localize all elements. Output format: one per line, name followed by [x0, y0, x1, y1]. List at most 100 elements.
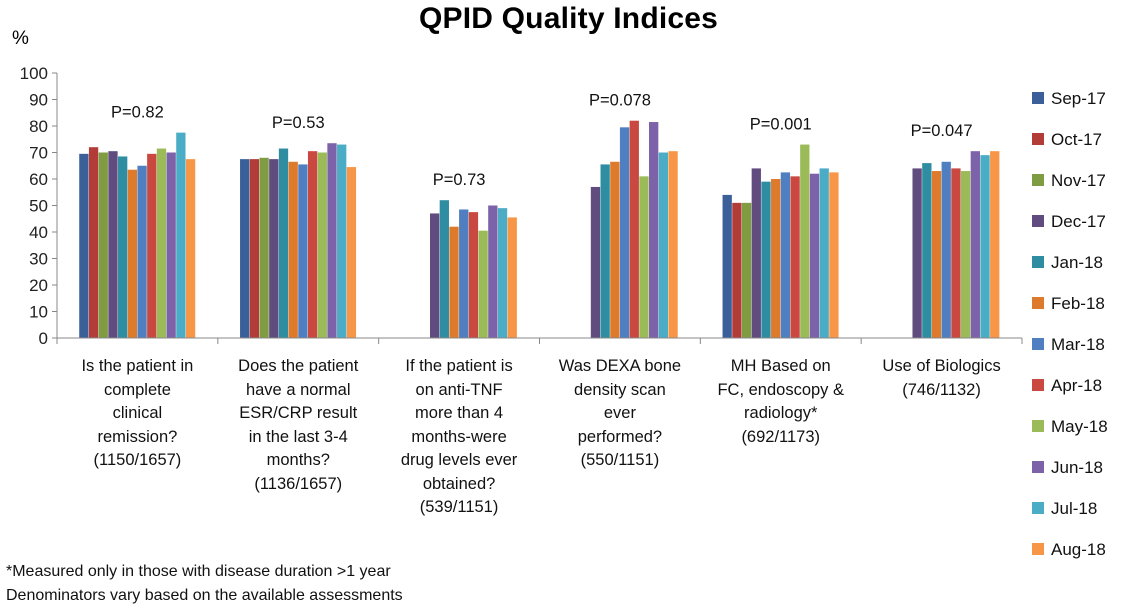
legend-label: Dec-17 — [1051, 212, 1106, 231]
bar — [156, 148, 167, 338]
bar — [829, 172, 839, 339]
bar — [507, 217, 517, 338]
bar — [118, 156, 128, 338]
y-tick-label: 70 — [29, 144, 48, 163]
x-category-label-line: radiology* — [744, 404, 818, 422]
legend-label: Oct-17 — [1051, 130, 1102, 149]
legend-swatch — [1032, 502, 1044, 514]
footnote-denominators: Denominators vary based on the available… — [6, 587, 403, 604]
bar — [249, 159, 260, 339]
bar — [741, 202, 752, 338]
y-axis-ticks: 0 10 20 30 40 50 60 70 80 90 100 — [20, 64, 57, 348]
bar — [980, 155, 990, 338]
x-category-label: Does the patient have a normal ESR/CRP res… — [214, 355, 383, 496]
axes — [56, 73, 1023, 344]
bars — [79, 120, 1000, 339]
legend-label: Jan-18 — [1051, 253, 1103, 272]
bar — [307, 151, 318, 338]
x-category-label-line: (1150/1657) — [93, 451, 182, 469]
p-values: P=0.82 P=0.53 P=0.73 P=0.078 P=0.001 P=0.047 — [111, 92, 973, 190]
legend-label: Nov-17 — [1051, 171, 1106, 190]
x-category-label-line: Use of Biologics — [882, 357, 1001, 375]
bar — [449, 226, 459, 338]
x-category-label-line: density scan — [574, 380, 666, 399]
legend: Sep-17 Oct-17 Nov-17 Dec-17 Jan-18 Feb-18 Mar-… — [1032, 89, 1108, 559]
bar — [649, 122, 659, 338]
x-category-label-line: in the last 3-4 — [248, 427, 348, 446]
bar — [429, 213, 440, 338]
bar — [912, 168, 922, 338]
bar — [790, 176, 800, 338]
bar — [629, 120, 639, 338]
bar — [478, 230, 488, 338]
bar — [761, 181, 771, 338]
bar — [780, 172, 791, 339]
y-tick-label: 30 — [29, 250, 48, 269]
bar — [79, 153, 89, 338]
x-category-label-line: FC, endoscopy & — [717, 380, 845, 399]
bar — [819, 168, 829, 338]
bar — [298, 164, 308, 338]
y-tick-label: 40 — [29, 223, 48, 242]
bar — [960, 171, 971, 338]
bar — [327, 143, 337, 338]
legend-swatch — [1032, 215, 1044, 227]
bar — [639, 176, 649, 338]
legend-swatch — [1032, 133, 1044, 145]
x-category-label: Is the patient in complete clinical remissi… — [53, 355, 222, 473]
legend-swatch — [1032, 420, 1044, 432]
bar — [259, 157, 269, 338]
bar — [137, 165, 147, 338]
x-category-label-line: drug levels ever — [400, 451, 518, 469]
x-category-label-line: Does the patient — [238, 357, 359, 375]
bar — [269, 159, 279, 339]
legend-label: Sep-17 — [1051, 89, 1106, 108]
x-category-label-line: months? — [266, 451, 330, 469]
bar — [240, 159, 250, 339]
y-tick-label: 10 — [29, 303, 48, 322]
bar — [668, 151, 678, 338]
bar — [970, 151, 980, 338]
legend-swatch — [1032, 379, 1044, 391]
p-value-label: P=0.82 — [111, 104, 164, 122]
bar — [722, 194, 732, 338]
legend-swatch — [1032, 543, 1044, 555]
x-category-label-line: remission? — [97, 427, 178, 446]
x-category-label: MH Based on FC, endoscopy & radiology* (692… — [696, 355, 865, 449]
bar — [488, 205, 498, 338]
x-category-label-line: complete — [103, 380, 171, 399]
chart-title: QPID Quality Indices — [418, 2, 719, 35]
bar — [88, 147, 99, 338]
bar — [497, 208, 508, 338]
legend-label: Feb-18 — [1051, 294, 1105, 313]
p-value-label: P=0.53 — [272, 114, 325, 132]
bar — [346, 167, 357, 338]
y-tick-label: 100 — [20, 64, 48, 83]
bar — [619, 127, 630, 338]
y-axis-label: % — [12, 28, 29, 49]
p-value-label: P=0.001 — [750, 116, 812, 134]
bar — [185, 159, 196, 339]
bar — [337, 144, 347, 338]
x-category-label-line: (1136/1657) — [254, 474, 343, 493]
y-tick-label: 20 — [29, 276, 48, 295]
bar — [127, 169, 138, 338]
legend-label: Mar-18 — [1051, 335, 1105, 354]
bar — [600, 164, 610, 338]
x-category-label-line: (692/1173) — [741, 427, 821, 446]
x-category-label-line: obtained? — [422, 474, 496, 493]
bar — [278, 148, 289, 338]
x-category-label-line: have a normal — [245, 380, 351, 399]
bar — [931, 171, 942, 338]
x-category-label-line: more than 4 — [415, 404, 504, 422]
p-value-label: P=0.078 — [589, 92, 651, 110]
p-value-label: P=0.73 — [433, 171, 486, 189]
legend-label: Aug-18 — [1051, 540, 1106, 559]
legend-swatch — [1032, 461, 1044, 473]
legend-swatch — [1032, 174, 1044, 186]
bar — [468, 212, 479, 339]
legend-label: May-18 — [1051, 417, 1108, 436]
legend-label: Jul-18 — [1051, 499, 1097, 518]
bar — [951, 168, 961, 338]
